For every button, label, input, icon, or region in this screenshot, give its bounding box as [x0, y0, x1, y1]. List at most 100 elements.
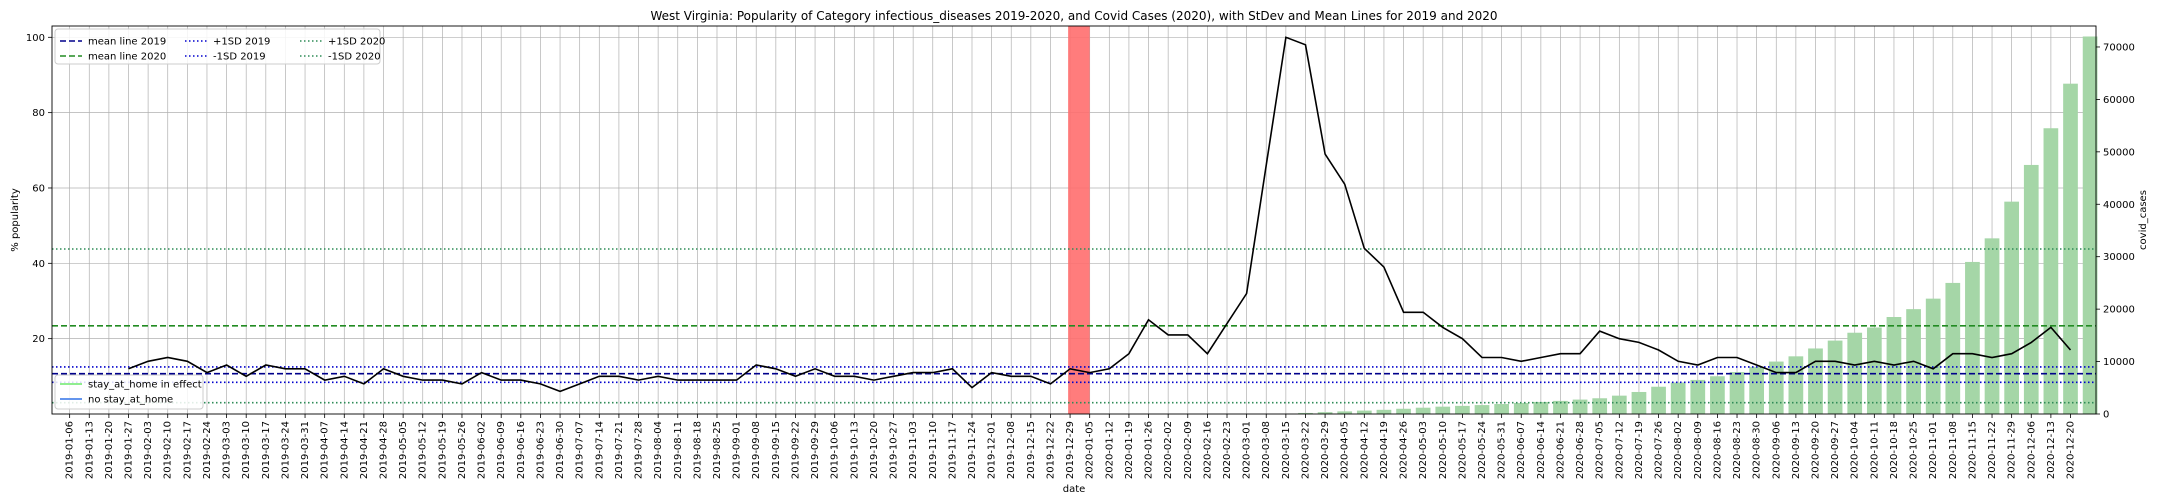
- covid-bar: [1337, 411, 1353, 414]
- covid-bar: [2063, 83, 2078, 415]
- covid-bar: [1396, 408, 1411, 414]
- x-tick-label: 2020-11-01: [1928, 421, 1939, 479]
- x-tick-label: 2020-02-09: [1183, 421, 1194, 479]
- covid-bar: [1925, 298, 1941, 414]
- x-tick-label: 2019-06-23: [535, 421, 546, 479]
- x-tick-label: 2019-08-25: [712, 421, 723, 479]
- covid-bar: [1533, 401, 1549, 414]
- x-tick-label: 2020-10-18: [1889, 421, 1900, 479]
- y2-axis-label: covid_cases: [2138, 190, 2149, 250]
- x-tick-label: 2019-12-22: [1045, 421, 1056, 479]
- covid-bar: [1298, 412, 1313, 414]
- x-tick-label: 2019-05-19: [437, 421, 448, 479]
- x-tick-label: 2019-03-17: [261, 421, 272, 479]
- covid-bar: [1494, 404, 1509, 414]
- x-tick-label: 2020-12-06: [2026, 421, 2037, 479]
- x-tick-label: 2019-03-31: [300, 421, 311, 479]
- x-tick-label: 2019-04-07: [320, 421, 331, 479]
- x-tick-label: 2020-11-22: [1987, 421, 1998, 479]
- x-tick-label: 2019-04-21: [359, 421, 370, 479]
- y2-tick-label: 60000: [2103, 95, 2135, 106]
- legend-label: stay_at_home in effect: [88, 380, 202, 391]
- x-tick-label: 2020-01-05: [1085, 421, 1096, 479]
- x-tick-label: 2019-02-03: [143, 421, 154, 479]
- x-tick-label: 2020-12-20: [2065, 421, 2076, 479]
- x-tick-label: 2019-05-26: [457, 421, 468, 479]
- covid-bar: [1435, 406, 1451, 414]
- popularity-line-path: [128, 36, 2072, 393]
- x-tick-label: 2020-07-19: [1634, 421, 1645, 479]
- x-tick-label: 2019-11-17: [947, 421, 958, 479]
- covid-bar: [1945, 282, 1961, 414]
- x-tick-label: 2019-04-28: [379, 421, 390, 479]
- x-tick-label: 2020-01-12: [1104, 421, 1115, 479]
- axes: [51, 25, 2097, 415]
- x-tick-label: 2020-04-12: [1359, 421, 1370, 479]
- x-tick-label: 2019-12-01: [987, 421, 998, 479]
- x-tick-label: 2020-03-01: [1242, 421, 1253, 479]
- x-tick-label: 2019-01-20: [104, 421, 115, 479]
- covid-bar: [1788, 356, 1804, 414]
- covid-bar: [1455, 405, 1470, 414]
- covid-bar: [1729, 372, 1745, 414]
- covid-bar: [2043, 128, 2059, 415]
- x-tick-label: 2020-09-20: [1810, 421, 1821, 479]
- x-tick-label: 2020-11-08: [1948, 421, 1959, 479]
- x-tick-label: 2020-01-26: [1144, 421, 1155, 479]
- y2-tick-label: 50000: [2103, 147, 2135, 158]
- x-tick-label: 2019-05-12: [418, 421, 429, 479]
- covid-bar: [1866, 327, 1882, 414]
- x-tick-label: 2019-02-17: [182, 421, 193, 479]
- y-tick-label: 20: [32, 334, 45, 345]
- x-tick-label: 2020-06-14: [1536, 421, 1547, 479]
- x-tick-label: 2019-07-21: [614, 421, 625, 479]
- x-tick-label: 2019-10-13: [849, 421, 860, 479]
- covid-bar: [1553, 400, 1568, 414]
- legend-box: [54, 28, 381, 65]
- x-tick-label: 2020-03-22: [1300, 421, 1311, 479]
- x-tick-label: 2019-09-15: [771, 421, 782, 479]
- x-axis-label: date: [1063, 484, 1086, 495]
- x-tick-labels: 2019-01-06 2019-01-13 2019-01-20 2019-01-27…: [65, 414, 2076, 479]
- x-tick-label: 2020-10-04: [1850, 421, 1861, 479]
- covid-bar: [1415, 407, 1431, 414]
- covid-bar: [1572, 399, 1588, 414]
- plot-frame: [51, 25, 2097, 415]
- covid-bar: [1768, 361, 1784, 414]
- x-tick-label: 2019-11-24: [967, 421, 978, 479]
- x-tick-label: 2020-06-21: [1555, 421, 1566, 479]
- x-tick-label: 2020-10-25: [1909, 421, 1920, 479]
- x-tick-label: 2019-02-24: [202, 421, 213, 479]
- x-tick-label: 2020-04-19: [1379, 421, 1390, 479]
- y-tick-label: 60: [32, 183, 45, 194]
- x-tick-label: 2019-10-06: [830, 421, 841, 479]
- y-tick-labels: 20 40 60 80 100: [26, 33, 52, 345]
- x-tick-label: 2020-05-31: [1497, 421, 1508, 479]
- legend-box: [54, 374, 204, 410]
- x-tick-label: 2020-07-05: [1595, 421, 1606, 479]
- x-tick-label: 2020-08-09: [1693, 421, 1704, 479]
- x-tick-label: 2019-03-24: [280, 421, 291, 479]
- x-tick-label: 2019-04-14: [339, 421, 350, 479]
- y2-tick-label: 20000: [2103, 305, 2135, 316]
- x-tick-label: 2019-09-29: [810, 421, 821, 479]
- y2-tick-label: 70000: [2103, 42, 2135, 53]
- x-tick-label: 2020-02-02: [1163, 421, 1174, 479]
- x-tick-label: 2020-05-17: [1457, 421, 1468, 479]
- x-tick-label: 2020-10-11: [1869, 421, 1880, 479]
- y-tick-label: 40: [32, 259, 45, 270]
- x-tick-label: 2020-04-05: [1340, 421, 1351, 479]
- legend-label: mean line 2019: [88, 37, 166, 48]
- reference-lines: [52, 248, 2096, 404]
- x-tick-label: 2020-09-13: [1791, 421, 1802, 479]
- x-tick-label: 2019-09-01: [732, 421, 743, 479]
- y2-tick-label: 30000: [2103, 252, 2135, 263]
- highlight-band: [1068, 26, 1090, 414]
- x-tick-label: 2019-09-22: [790, 421, 801, 479]
- x-tick-label: 2019-07-28: [634, 421, 645, 479]
- y2-tick-labels: 0 10000 20000 30000 40000 50000 60000 70000: [2096, 42, 2135, 421]
- x-tick-label: 2019-03-10: [241, 421, 252, 479]
- x-tick-label: 2020-08-02: [1673, 421, 1684, 479]
- x-tick-label: 2019-07-14: [594, 421, 605, 479]
